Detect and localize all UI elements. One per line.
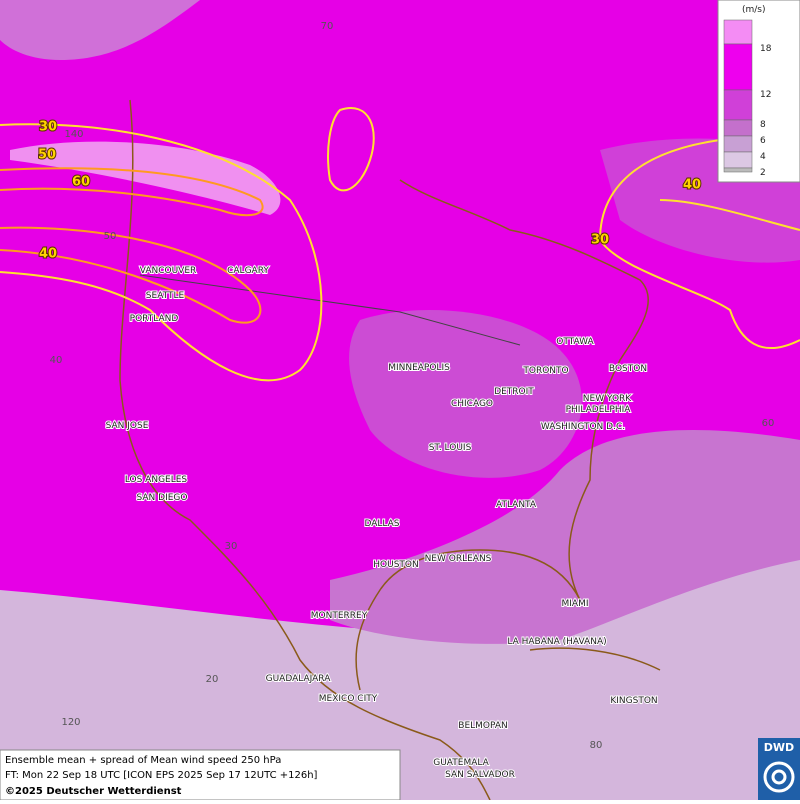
legend-swatch	[723, 135, 753, 153]
mid-wind-area	[349, 310, 582, 478]
east-coast	[355, 179, 649, 691]
graticule-label: 30	[225, 541, 238, 552]
graticule-label: 120	[61, 717, 80, 728]
city-label: MIAMI	[562, 599, 589, 609]
graticule-label: 50	[104, 231, 117, 242]
city-label: TORONTO	[522, 366, 568, 376]
city-label: SAN JOSE	[106, 421, 149, 431]
city-label: WASHINGTON D.C.	[541, 422, 625, 432]
legend-swatch	[723, 167, 753, 173]
contour-label: 30	[39, 120, 57, 135]
high-wind-area	[10, 141, 281, 215]
cuba	[529, 647, 661, 671]
legend-swatch	[723, 19, 753, 45]
city-label: VANCOUVER	[140, 266, 197, 276]
contour-30	[0, 123, 323, 382]
city-label: CHICAGO	[451, 399, 493, 409]
city-label: DALLAS	[364, 519, 399, 529]
city-label: BELMOPAN	[458, 721, 507, 731]
city-label: MONTERREY	[311, 611, 368, 621]
contour-label: 50	[38, 148, 56, 163]
low-wind-area	[0, 450, 800, 800]
city-label: PORTLAND	[130, 314, 179, 324]
legend-label: 8	[760, 120, 766, 130]
legend: (m/s) 18 12 8 6 4 2	[717, 0, 800, 183]
legend-unit: (m/s)	[742, 5, 766, 15]
graticule-label: 140	[64, 129, 83, 140]
legend-swatch	[723, 43, 753, 91]
legend-label: 2	[760, 168, 766, 178]
graticule-label: 60	[762, 418, 775, 429]
contour-40	[0, 226, 262, 324]
contour-40	[659, 199, 800, 231]
border	[139, 274, 521, 346]
footer: Ensemble mean + spread of Mean wind spee…	[0, 738, 800, 801]
city-label: ATLANTA	[496, 500, 537, 510]
contour-30	[327, 107, 375, 192]
coastlines	[119, 99, 661, 801]
west-coast	[119, 99, 491, 801]
logo-icon	[771, 769, 787, 785]
city-label: LA HABANA (HAVANA)	[507, 637, 606, 647]
city-label: OTTAWA	[556, 337, 594, 347]
legend-label: 4	[760, 152, 766, 162]
mid-wind-area	[0, 0, 200, 60]
city-label: PHILADELPHIA	[566, 405, 632, 415]
contours	[0, 107, 800, 382]
footer-forecast: FT: Mon 22 Sep 18 UTC [ICON EPS 2025 Sep…	[5, 770, 318, 781]
legend-swatch	[723, 151, 753, 169]
legend-label: 6	[760, 136, 766, 146]
labels: VANCOUVER CALGARY SEATTLE PORTLAND SAN JOSE L…	[37, 21, 775, 781]
graticule-label: 70	[321, 21, 334, 32]
footer-copyright: ©2025 Deutscher Wetterdienst	[5, 786, 182, 797]
logo-text: DWD	[764, 741, 794, 754]
footer-title: Ensemble mean + spread of Mean wind spee…	[5, 755, 281, 766]
logo-icon	[763, 761, 795, 793]
contour-label: 40	[39, 247, 57, 262]
city-label: MEXICO CITY	[319, 694, 378, 704]
contour-30	[599, 139, 800, 350]
city-label: GUADALAJARA	[266, 674, 332, 684]
city-label: DETROIT	[494, 387, 534, 397]
city-label: HOUSTON	[373, 560, 418, 570]
city-label: MINNEAPOLIS	[388, 363, 450, 373]
legend-swatch	[723, 89, 753, 121]
city-label: SAN SALVADOR	[445, 770, 515, 780]
legend-label: 18	[760, 44, 772, 54]
graticule-label: 20	[206, 674, 219, 685]
legend-label: 12	[760, 90, 771, 100]
city-label: NEW YORK	[583, 394, 633, 404]
city-label: LOS ANGELES	[125, 475, 188, 485]
city-label: GUATEMALA	[433, 758, 489, 768]
city-label: BOSTON	[609, 364, 647, 374]
contour-label: 30	[591, 233, 609, 248]
city-label: ST. LOUIS	[429, 443, 472, 453]
contour-60	[0, 167, 264, 217]
graticule-label: 80	[590, 740, 603, 751]
contours	[0, 167, 264, 324]
contour-label: 40	[683, 178, 701, 193]
mid-wind-area	[330, 430, 800, 644]
city-label: SAN DIEGO	[137, 493, 188, 503]
footer-box	[0, 749, 401, 801]
city-label: CALGARY	[227, 266, 269, 276]
graticule-label: 40	[50, 355, 63, 366]
contour-label: 60	[72, 175, 90, 190]
city-label: NEW ORLEANS	[425, 554, 492, 564]
legend-swatch	[723, 119, 753, 137]
city-label: KINGSTON	[610, 696, 657, 706]
city-label: SEATTLE	[146, 291, 185, 301]
